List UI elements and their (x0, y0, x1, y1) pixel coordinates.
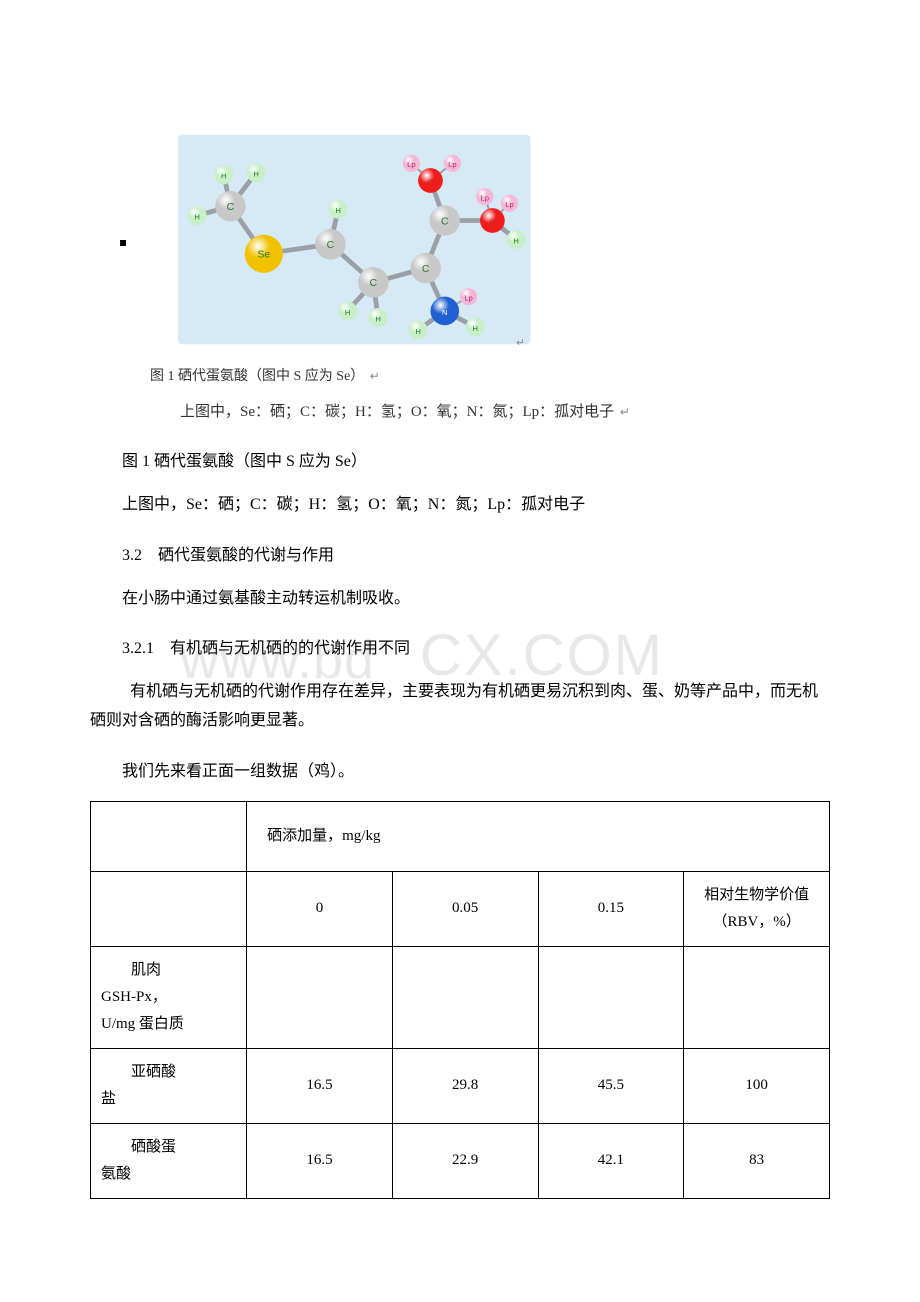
svg-text:Lp: Lp (505, 200, 513, 209)
return-symbol: ↵ (620, 405, 630, 419)
data-table: 硒添加量，mg/kg 0 0.05 0.15 相对生物学价值（RBV，%） 肌肉… (90, 801, 830, 1199)
table-cell: 45.5 (538, 1048, 684, 1123)
table-cell-empty (91, 871, 247, 946)
svg-text:N: N (442, 308, 448, 317)
svg-text:O: O (489, 217, 495, 226)
svg-text:Lp: Lp (407, 160, 415, 169)
bullet-dot (120, 240, 126, 246)
table-cell: 29.8 (392, 1048, 538, 1123)
table-header-main: 硒添加量，mg/kg (247, 801, 830, 871)
table-row: 亚硒酸 盐 16.5 29.8 45.5 100 (91, 1048, 830, 1123)
svg-text:C: C (227, 202, 235, 213)
table-row: 硒添加量，mg/kg (91, 801, 830, 871)
svg-text:H: H (375, 314, 380, 323)
table-cell: 16.5 (247, 1123, 393, 1198)
return-symbol: ↵ (370, 369, 380, 383)
molecule-figure: Se C C C C C O O N H H H H H H H H H Lp Lp Lp Lp Lp ↵ (140, 100, 540, 360)
svg-text:Lp: Lp (448, 160, 456, 169)
figure-caption: 图 1 硒代蛋氨酸（图中 S 应为 Se） (90, 448, 830, 477)
svg-text:H: H (472, 324, 477, 333)
table-cell: 42.1 (538, 1123, 684, 1198)
table-cell-empty (684, 946, 830, 1048)
table-cell: 22.9 (392, 1123, 538, 1198)
label-line: 肌肉 (101, 957, 238, 984)
svg-text:H: H (253, 170, 259, 179)
figure-embedded-caption: 图 1 硒代蛋氨酸（图中 S 应为 Se） ↵ (150, 364, 830, 389)
svg-text:H: H (345, 308, 351, 317)
table-cell-empty (392, 946, 538, 1048)
table-row-label-selenite: 亚硒酸 盐 (91, 1048, 247, 1123)
table-row: 0 0.05 0.15 相对生物学价值（RBV，%） (91, 871, 830, 946)
table-cell: 16.5 (247, 1048, 393, 1123)
svg-text:Lp: Lp (481, 193, 489, 202)
svg-text:C: C (370, 278, 378, 289)
label-line: GSH-Px， (101, 984, 238, 1011)
svg-text:C: C (441, 216, 449, 227)
figure-embedded-legend: 上图中，Se：硒；C：碳；H：氢；O：氧；N：氮；Lp：孤对电子 ↵ (180, 399, 830, 426)
table-row: 肌肉 GSH-Px， U/mg 蛋白质 (91, 946, 830, 1048)
figure-block: Se C C C C C O O N H H H H H H H H H Lp Lp Lp Lp Lp ↵ 图 1 硒代蛋氨酸… (90, 100, 830, 426)
table-col-rbv: 相对生物学价值（RBV，%） (684, 871, 830, 946)
paragraph-3: 我们先来看正面一组数据（鸡）。 (90, 758, 830, 787)
svg-text:H: H (335, 206, 340, 215)
svg-text:H: H (415, 327, 421, 336)
table-cell: 83 (684, 1123, 830, 1198)
table-col-005: 0.05 (392, 871, 538, 946)
label-line: 硒酸蛋 (101, 1134, 238, 1161)
paragraph-2: 有机硒与无机硒的代谢作用存在差异，主要表现为有机硒更易沉积到肉、蛋、奶等产品中，… (90, 678, 830, 736)
figure-embedded-legend-text: 上图中，Se：硒；C：碳；H：氢；O：氧；N：氮；Lp：孤对电子 (180, 404, 614, 420)
table-row-label-gshpx: 肌肉 GSH-Px， U/mg 蛋白质 (91, 946, 247, 1048)
label-line: 盐 (101, 1086, 238, 1113)
label-line: 亚硒酸 (101, 1059, 238, 1086)
table-cell-empty (538, 946, 684, 1048)
svg-text:H: H (194, 213, 200, 222)
table-cell: 100 (684, 1048, 830, 1123)
svg-text:C: C (327, 240, 335, 251)
section-3-2: 3.2 硒代蛋氨酸的代谢与作用 (90, 542, 830, 571)
table-col-015: 0.15 (538, 871, 684, 946)
figure-embedded-caption-text: 图 1 硒代蛋氨酸（图中 S 应为 Se） (150, 369, 364, 384)
svg-text:H: H (513, 236, 519, 245)
svg-text:↵: ↵ (516, 338, 525, 349)
label-line: 氨酸 (101, 1161, 238, 1188)
table-col-0: 0 (247, 871, 393, 946)
svg-text:C: C (422, 264, 430, 275)
svg-text:O: O (428, 177, 434, 186)
svg-text:Lp: Lp (464, 293, 472, 302)
table-cell-empty (247, 946, 393, 1048)
paragraph-1: 在小肠中通过氨基酸主动转运机制吸收。 (90, 585, 830, 614)
svg-text:Se: Se (257, 250, 270, 261)
section-3-2-1: 3.2.1 有机硒与无机硒的的代谢作用不同 (90, 635, 830, 664)
figure-legend: 上图中，Se：硒；C：碳；H：氢；O：氧；N：氮；Lp：孤对电子 (90, 491, 830, 520)
svg-text:H: H (221, 172, 227, 181)
label-line: U/mg 蛋白质 (101, 1011, 238, 1038)
table-row: 硒酸蛋 氨酸 16.5 22.9 42.1 83 (91, 1123, 830, 1198)
table-cell-empty (91, 801, 247, 871)
table-row-label-semet: 硒酸蛋 氨酸 (91, 1123, 247, 1198)
